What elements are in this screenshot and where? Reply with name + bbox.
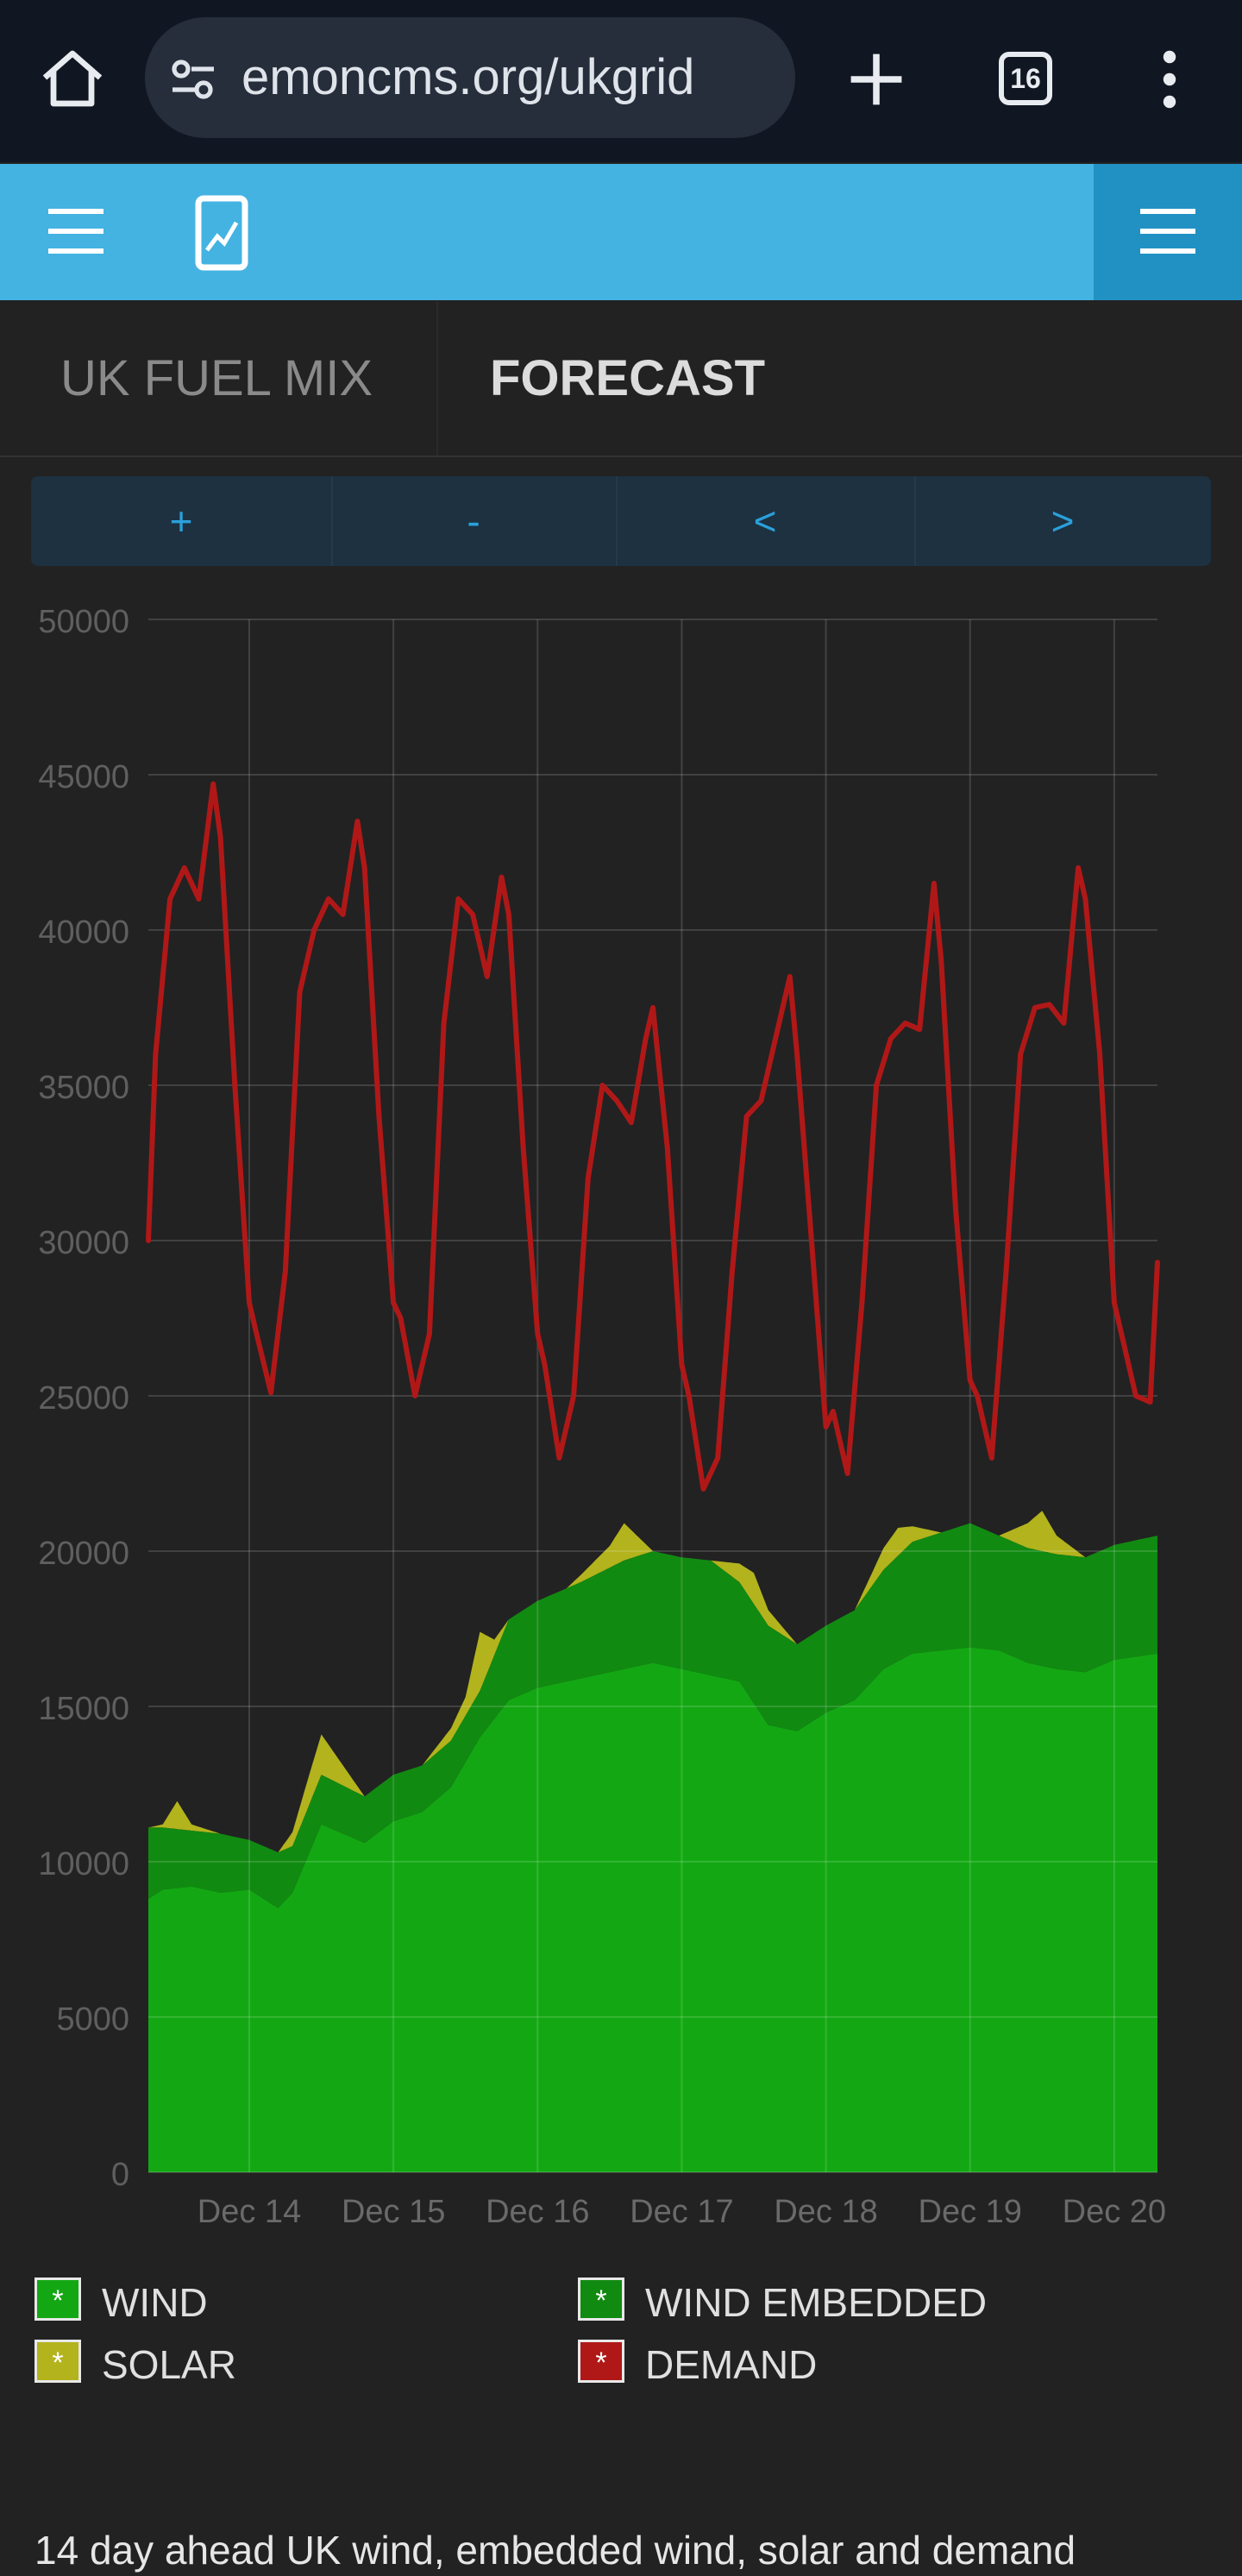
hamburger-menu-icon[interactable] — [1140, 205, 1195, 257]
wind-area — [148, 1647, 1157, 2172]
y-tick-label: 40000 — [38, 914, 129, 951]
x-tick-label: Dec 14 — [198, 2194, 301, 2230]
zoom-in-button[interactable]: + — [31, 476, 333, 566]
x-tick-label: Dec 19 — [919, 2194, 1022, 2230]
wind-embedded-area — [148, 1523, 1157, 1908]
x-tick-label: Dec 20 — [1063, 2194, 1166, 2230]
y-tick-label: 10000 — [38, 1846, 129, 1882]
tabs-icon[interactable]: 16 — [999, 52, 1052, 105]
chart-description: 14 day ahead UK wind, embedded wind, sol… — [34, 2528, 1076, 2573]
tab-uk-fuel-mix[interactable]: UK FUEL MIX — [60, 350, 373, 406]
x-tick-label: Dec 15 — [342, 2194, 445, 2230]
home-icon[interactable] — [38, 45, 107, 114]
mobile-chart-icon[interactable] — [195, 195, 248, 271]
legend-swatch-wind: * — [34, 2278, 81, 2321]
zoom-out-button[interactable]: - — [331, 476, 618, 566]
chart-controls: + - < > — [31, 476, 1211, 566]
tab-divider — [436, 302, 438, 456]
url-text: emoncms.org/ukgrid — [242, 49, 695, 105]
legend-swatch-solar: * — [34, 2340, 81, 2383]
x-tick-label: Dec 16 — [486, 2194, 589, 2230]
address-bar[interactable]: emoncms.org/ukgrid — [145, 17, 795, 138]
legend-swatch-wind-embedded: * — [578, 2278, 624, 2321]
y-tick-label: 15000 — [38, 1691, 129, 1727]
tab-bar: UK FUEL MIX FORECAST — [0, 302, 1242, 457]
tab-forecast[interactable]: FORECAST — [490, 350, 765, 406]
demand-line — [146, 781, 1160, 1492]
site-settings-icon[interactable] — [169, 55, 217, 104]
legend-label: SOLAR — [102, 2342, 236, 2387]
pan-right-button[interactable]: > — [1051, 499, 1075, 543]
y-tick-label: 5000 — [56, 2001, 129, 2038]
more-vert-icon[interactable] — [1152, 45, 1187, 114]
y-tick-label: 25000 — [38, 1380, 129, 1417]
legend-label: WIND — [102, 2280, 208, 2325]
pan-left-button[interactable]: < — [616, 476, 916, 566]
legend-label: DEMAND — [645, 2342, 818, 2387]
solar-area — [148, 1511, 1157, 1853]
hamburger-menu-icon[interactable] — [48, 205, 104, 257]
app-header — [0, 164, 1242, 300]
x-tick-label: Dec 18 — [774, 2194, 877, 2230]
y-tick-label: 50000 — [38, 604, 129, 640]
y-tick-label: 35000 — [38, 1070, 129, 1106]
forecast-chart[interactable]: 0 5000 10000 15000 20000 25000 30000 35000 40000… — [0, 587, 1242, 2260]
browser-toolbar: emoncms.org/ukgrid 16 — [0, 0, 1242, 162]
y-tick-label: 0 — [111, 2157, 129, 2193]
y-tick-label: 30000 — [38, 1225, 129, 1261]
legend-label: WIND EMBEDDED — [645, 2280, 988, 2325]
y-tick-label: 45000 — [38, 759, 129, 795]
x-tick-label: Dec 17 — [630, 2194, 733, 2230]
plus-icon[interactable] — [840, 43, 913, 116]
y-tick-label: 20000 — [38, 1536, 129, 1572]
main-menu-button[interactable] — [1094, 164, 1242, 300]
legend-swatch-demand: * — [578, 2340, 624, 2383]
